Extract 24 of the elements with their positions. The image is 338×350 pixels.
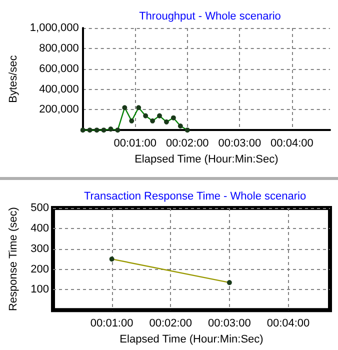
y-tick-label: 400	[30, 222, 49, 234]
x-tick-label: 00:02:00	[149, 318, 192, 330]
x-tick-label: 00:03:00	[218, 138, 262, 150]
y-tick-label: 500	[30, 202, 49, 214]
x-tick-label: 00:01:00	[90, 318, 134, 330]
x-tick-label: 00:03:00	[208, 318, 251, 330]
x-tick-label: 00:01:00	[114, 138, 157, 150]
y-tick-label: 300	[30, 242, 49, 255]
y-tick-label: 400,000	[39, 83, 79, 96]
y-tick-label: 200,000	[39, 104, 79, 116]
x-axis-title: Elapsed Time (Hour:Min:Sec)	[120, 334, 264, 346]
x-axis-title: Elapsed Time (Hour:Min:Sec)	[134, 154, 278, 166]
y-tick-label: 600,000	[39, 62, 79, 75]
x-tick-label: 00:04:00	[270, 138, 314, 150]
chart-title: Throughput - Whole scenario	[139, 10, 281, 22]
y-tick-label: 100	[30, 284, 49, 296]
y-tick-label: 800,000	[39, 42, 79, 54]
x-tick-label: 00:04:00	[266, 318, 310, 330]
x-tick-label: 00:02:00	[166, 138, 209, 150]
chart-title: Transaction Response Time - Whole scenario	[84, 190, 306, 202]
y-axis-title: Response Time (sec)	[8, 207, 20, 312]
y-tick-label: 200	[30, 263, 49, 276]
y-axis-title: Bytes/sec	[8, 54, 20, 103]
y-tick-label: 1,000,000	[30, 22, 79, 34]
